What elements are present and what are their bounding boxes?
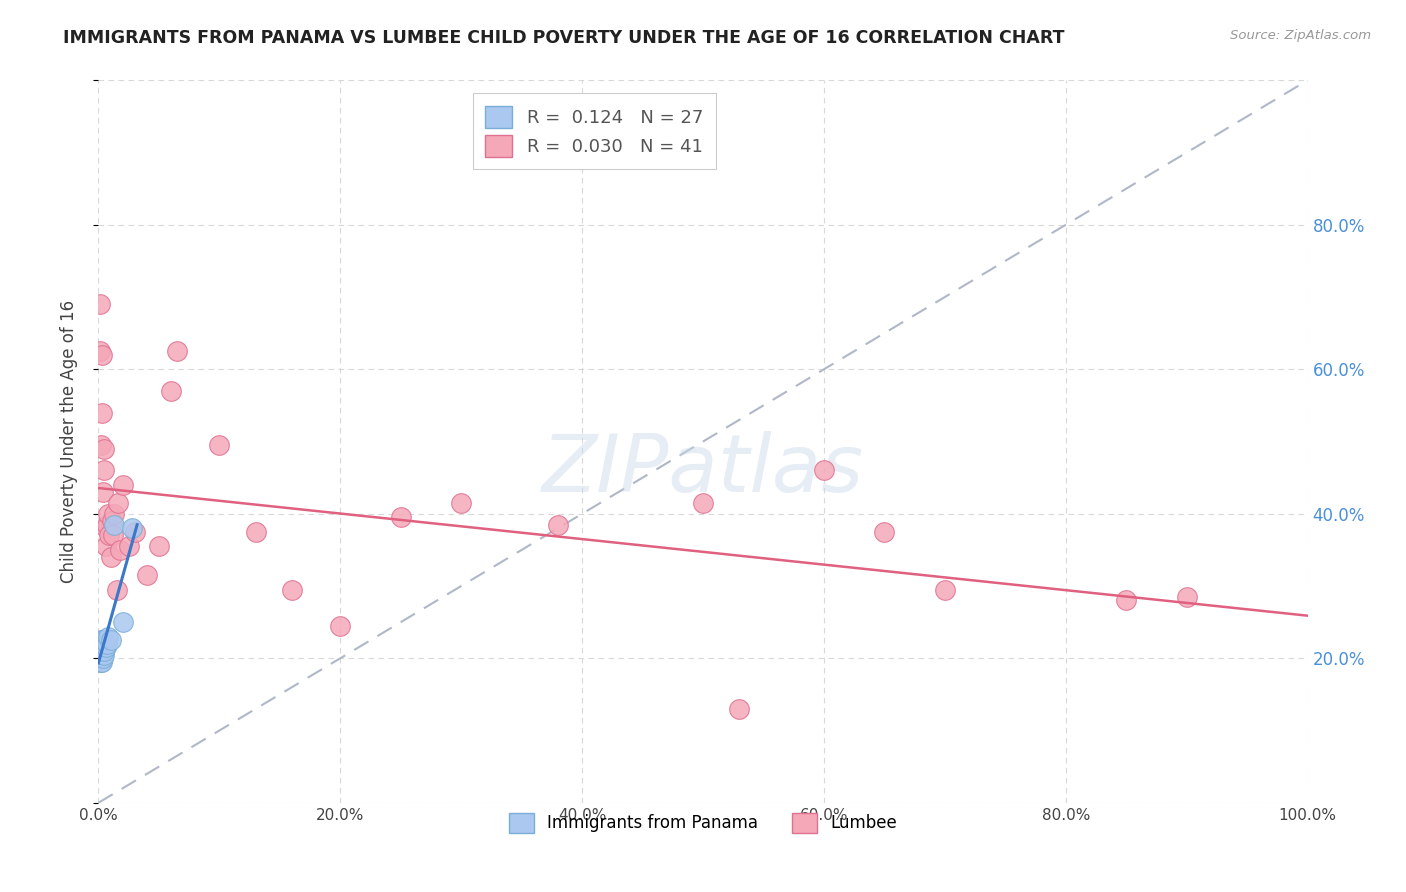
Point [124,524,146,539]
Point [121,521,143,535]
Point [91,655,114,669]
Point [329,619,352,633]
Point [98,528,121,542]
Point [103,517,125,532]
Point [89,640,111,655]
Point [245,524,267,539]
Point [101,528,124,542]
Point [89,637,111,651]
Text: IMMIGRANTS FROM PANAMA VS LUMBEE CHILD POVERTY UNDER THE AGE OF 16 CORRELATION C: IMMIGRANTS FROM PANAMA VS LUMBEE CHILD P… [63,29,1064,46]
Point [91,348,114,362]
Point [93,442,115,456]
Point [100,633,122,648]
Point [135,568,157,582]
Point [118,539,141,553]
Point [100,514,122,528]
Point [94,521,117,535]
Point [89,344,111,359]
Point [1115,593,1137,607]
Point [90,637,112,651]
Point [547,517,569,532]
Point [93,648,115,662]
Point [148,539,170,553]
Point [105,582,128,597]
Point [90,644,112,658]
Point [90,438,112,452]
Point [94,539,117,553]
Point [91,648,114,662]
Text: ZIPatlas: ZIPatlas [541,432,865,509]
Point [692,496,714,510]
Point [93,644,115,658]
Point [1175,590,1198,604]
Point [89,651,111,665]
Point [90,651,112,665]
Point [94,640,117,655]
Point [90,655,112,669]
Point [107,496,129,510]
Point [100,550,122,565]
Point [91,640,114,655]
Point [166,344,188,359]
Point [97,630,120,644]
Point [934,582,956,597]
Point [450,496,472,510]
Point [873,524,896,539]
Point [103,507,125,521]
Point [93,463,115,477]
Point [111,478,134,492]
Point [111,615,134,630]
Point [91,406,114,420]
Point [91,633,114,648]
Text: Source: ZipAtlas.com: Source: ZipAtlas.com [1230,29,1371,42]
Point [96,517,118,532]
Point [93,633,115,648]
Point [96,637,118,651]
Point [813,463,835,477]
Point [108,542,131,557]
Point [91,651,114,665]
Point [728,702,751,716]
Point [91,637,114,651]
Point [389,510,412,524]
Point [91,644,114,658]
Point [281,582,304,597]
Point [90,633,112,648]
Point [208,438,231,452]
Legend: Immigrants from Panama, Lumbee: Immigrants from Panama, Lumbee [501,805,905,841]
Point [91,485,114,500]
Point [89,655,111,669]
Point [89,297,111,311]
Y-axis label: Child Poverty Under the Age of 16: Child Poverty Under the Age of 16 [59,300,77,583]
Point [97,507,120,521]
Point [160,384,183,398]
Point [89,648,111,662]
